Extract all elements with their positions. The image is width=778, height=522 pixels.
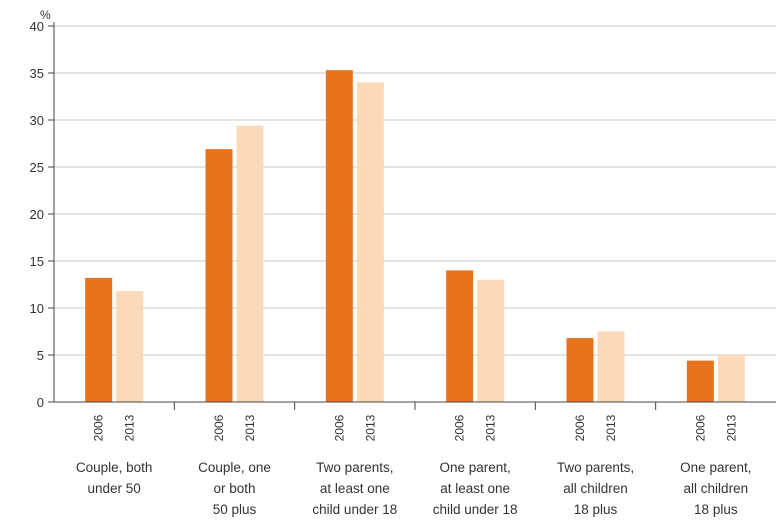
bar-2006 [566,338,594,402]
x-category-label: child under 18 [433,502,518,517]
x-category-label: Two parents, [557,460,634,475]
y-unit-label: % [40,8,51,22]
x-series-label: 2006 [212,414,226,441]
x-series-label: 2013 [724,414,738,441]
bar-2013 [236,125,264,402]
bar-2006 [446,270,474,402]
bar-2006 [686,360,714,402]
bar-2013 [477,279,505,402]
bar-2006 [85,277,113,402]
y-tick-label: 5 [37,348,44,363]
bar-2013 [717,355,745,402]
x-series-label: 2013 [363,414,377,441]
x-series-label: 2006 [573,414,587,441]
x-category-label: 18 plus [574,502,618,517]
x-category-label: One parent, [680,460,751,475]
bar-2006 [325,70,353,403]
x-series-label: 2006 [92,414,106,441]
bar-2006 [205,149,233,402]
y-tick-label: 20 [30,207,44,222]
bars [85,70,745,403]
x-series-label: 2006 [453,414,467,441]
y-tick-label: 15 [30,254,44,269]
x-category-label: all children [563,481,628,496]
y-tick-label: 40 [30,19,44,34]
x-category-label: under 50 [88,481,141,496]
x-category-label: Two parents, [316,460,393,475]
y-tick-label: 25 [30,160,44,175]
x-series-label: 2006 [693,414,707,441]
x-category-label: child under 18 [312,502,397,517]
x-series-label: 2006 [332,414,346,441]
x-category-label: at least one [440,481,510,496]
x-category-label: One parent, [440,460,511,475]
y-tick-label: 0 [37,395,44,410]
x-series-label: 2013 [243,414,257,441]
gridlines [54,25,776,356]
x-series-label: 2013 [484,414,498,441]
y-tick-label: 10 [30,301,44,316]
y-tick-label: 35 [30,66,44,81]
x-series-label: 2013 [604,414,618,441]
bar-2013 [597,331,625,402]
axes: 0 5 10 15 20 25 30 35 40 2006 2013 Couple, both unde… [30,19,776,517]
x-category-label: Couple, both [76,460,153,475]
x-category-label: 18 plus [694,502,738,517]
x-category-label: 50 plus [213,502,257,517]
y-tick-label: 30 [30,113,44,128]
bar-2013 [116,291,144,402]
x-series-label: 2013 [123,414,137,441]
x-category-label: Couple, one [198,460,271,475]
x-category-label: at least one [320,481,390,496]
x-category-label: or both [213,481,255,496]
x-category-label: all children [684,481,749,496]
bar-2013 [356,82,384,403]
